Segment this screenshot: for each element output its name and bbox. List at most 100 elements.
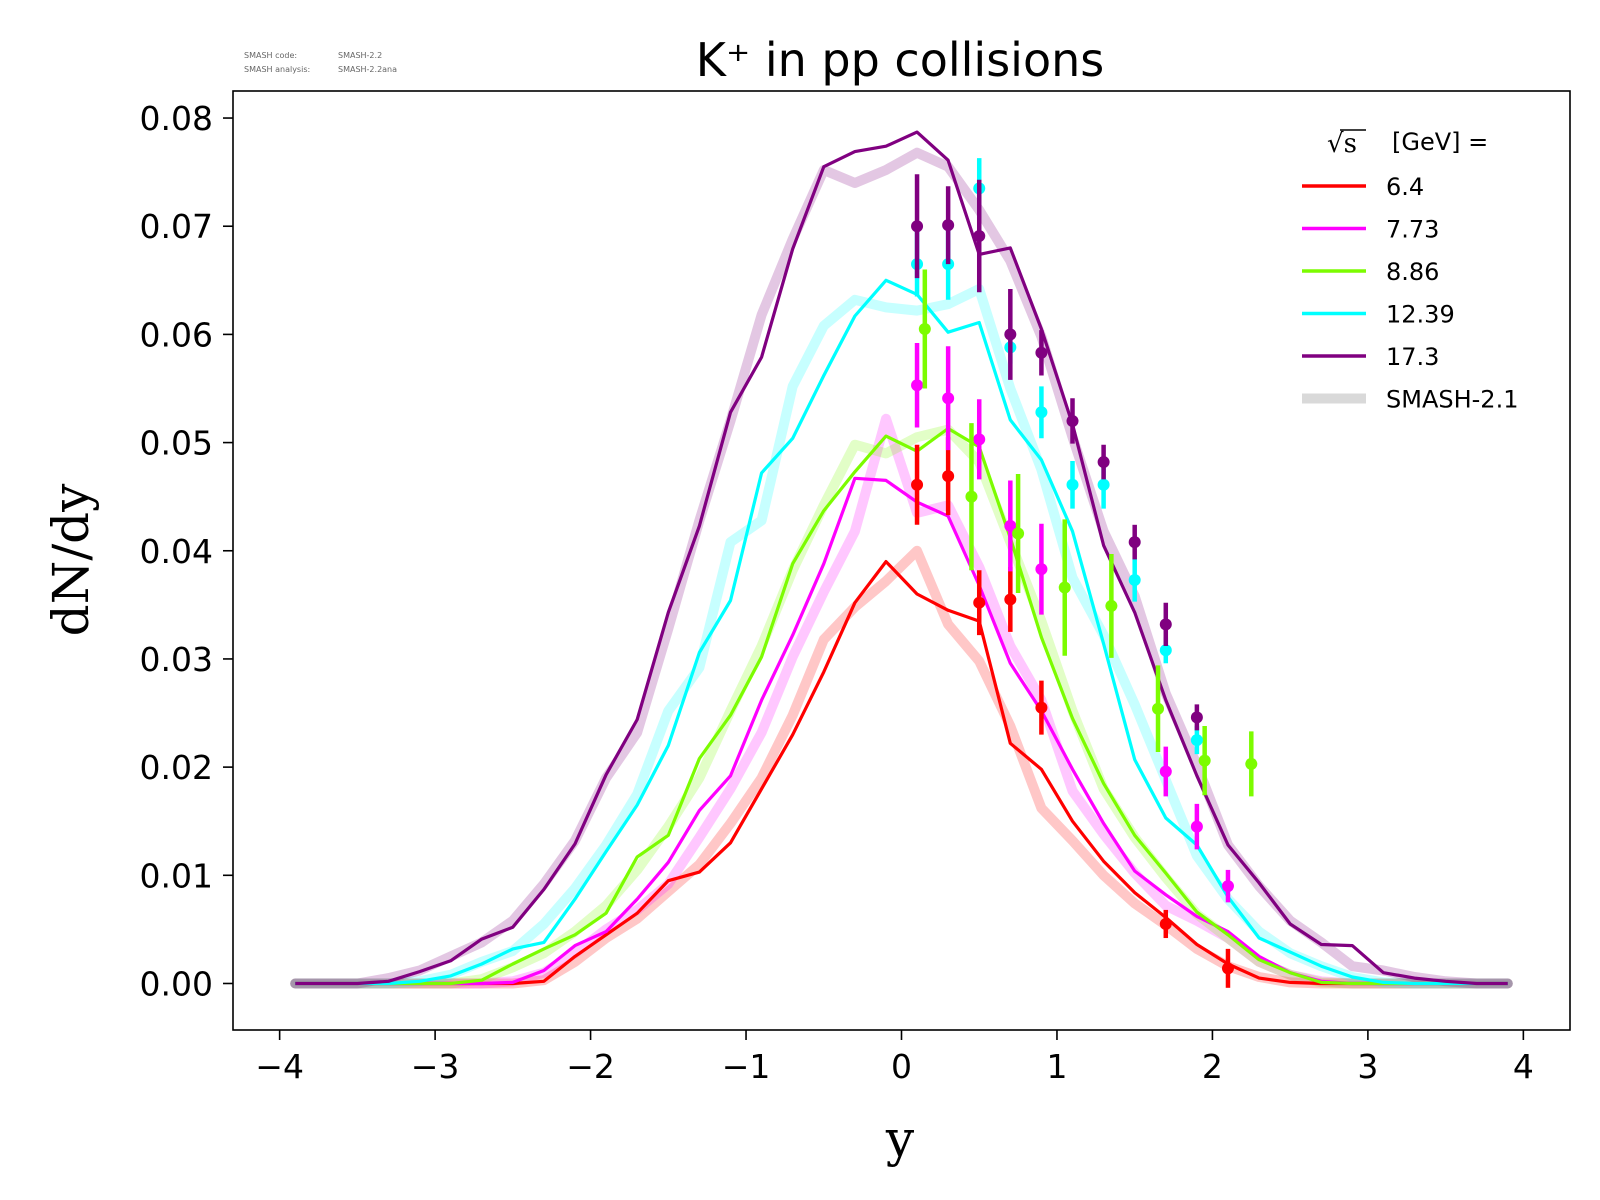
marker-17-3 (1128, 536, 1141, 549)
legend-label-17-3: 17.3 (1386, 343, 1439, 371)
watermark-code-label: SMASH code: (244, 51, 297, 60)
marker-7-73 (1190, 820, 1203, 833)
data-point-6-4 (1035, 680, 1048, 735)
data-points (911, 158, 1258, 988)
data-point-17-3 (1128, 524, 1141, 560)
data-point-6-4 (911, 444, 924, 525)
x-tick-label: 4 (1513, 1047, 1534, 1086)
x-tick-label: −3 (411, 1047, 460, 1086)
marker-17-3 (1097, 456, 1110, 469)
x-tick-label: 2 (1202, 1047, 1223, 1086)
marker-8-86 (1105, 599, 1118, 612)
data-point-6-4 (1004, 566, 1017, 632)
marker-7-73 (1159, 765, 1172, 778)
marker-6-4 (911, 478, 924, 491)
marker-7-73 (911, 379, 924, 392)
data-point-8-86 (1058, 519, 1071, 656)
marker-8-86 (1198, 754, 1211, 767)
y-axis-label: dN/dy (42, 483, 100, 637)
data-point-7-73 (1159, 746, 1172, 797)
y-tick-label: 0.01 (140, 856, 213, 895)
y-axis-ticks: 0.00 0.01 0.02 0.03 0.04 0.05 0.06 0.07 0.08 (140, 99, 233, 1003)
y-tick-label: 0.05 (140, 424, 213, 463)
legend-label-6-4: 6.4 (1386, 173, 1424, 201)
legend-entry-6-4: 6.4 (1302, 173, 1424, 201)
marker-7-73 (1221, 880, 1234, 893)
x-tick-label: −2 (566, 1047, 615, 1086)
marker-17-3 (1190, 711, 1203, 724)
marker-17-3 (1066, 414, 1079, 427)
legend-label-12-39: 12.39 (1386, 301, 1455, 329)
legend-label-8-86: 8.86 (1386, 258, 1439, 286)
data-point-12-39 (1035, 386, 1048, 439)
y-tick-label: 0.02 (140, 748, 213, 787)
legend: √s [GeV] = 6.4 7.73 8.86 12.39 17.3 SMASH-2.1 (1302, 128, 1518, 414)
chart-title: K⁺ in pp collisions (696, 33, 1104, 87)
watermark-analysis-value: SMASH-2.2ana (338, 65, 397, 74)
marker-6-4 (1035, 701, 1048, 714)
data-point-8-86 (1198, 726, 1211, 796)
marker-6-4 (1004, 593, 1017, 606)
watermark: SMASH code: SMASH-2.2 SMASH analysis: SM… (244, 51, 397, 74)
marker-17-3 (1159, 618, 1172, 631)
marker-7-73 (1035, 563, 1048, 576)
legend-title-sqrt: √s (1327, 129, 1357, 159)
marker-8-86 (965, 490, 978, 503)
data-point-12-39 (1066, 460, 1079, 509)
x-tick-label: 1 (1046, 1047, 1067, 1086)
marker-6-4 (942, 470, 955, 483)
data-point-7-73 (1035, 523, 1048, 615)
y-tick-label: 0.03 (140, 640, 213, 679)
data-point-7-73 (1221, 869, 1234, 903)
y-tick-label: 0.06 (140, 315, 213, 354)
data-point-17-3 (973, 179, 986, 293)
x-tick-label: 3 (1357, 1047, 1378, 1086)
marker-6-4 (973, 596, 986, 609)
data-point-17-3 (1035, 330, 1048, 376)
legend-label-reference: SMASH-2.1 (1386, 386, 1518, 414)
marker-8-86 (1152, 702, 1165, 715)
legend-entry-reference: SMASH-2.1 (1302, 386, 1518, 414)
legend-entry-17-3: 17.3 (1302, 343, 1439, 371)
data-point-6-4 (1159, 909, 1172, 939)
marker-12-39 (1097, 478, 1110, 491)
data-point-7-73 (942, 346, 955, 451)
data-point-7-73 (911, 343, 924, 428)
marker-7-73 (973, 433, 986, 446)
y-tick-label: 0.07 (140, 207, 213, 246)
legend-title: √s [GeV] = (1327, 128, 1488, 159)
marker-7-73 (1004, 519, 1017, 532)
y-tick-label: 0.00 (140, 964, 213, 1003)
watermark-analysis-label: SMASH analysis: (244, 65, 310, 74)
marker-12-39 (1128, 573, 1141, 586)
y-tick-label: 0.08 (140, 99, 213, 138)
x-tick-label: 0 (891, 1047, 912, 1086)
data-point-8-86 (1245, 731, 1258, 797)
legend-entries: 6.4 7.73 8.86 12.39 17.3 SMASH-2.1 (1302, 173, 1518, 414)
data-point-17-3 (942, 186, 955, 265)
marker-8-86 (918, 322, 931, 335)
data-point-17-3 (1097, 444, 1110, 480)
marker-17-3 (1004, 328, 1017, 341)
marker-6-4 (1221, 962, 1234, 975)
marker-8-86 (1058, 581, 1071, 594)
y-tick-label: 0.04 (140, 532, 213, 571)
data-point-8-86 (1105, 554, 1118, 658)
marker-12-39 (1190, 734, 1203, 747)
data-point-17-3 (1190, 704, 1203, 731)
data-point-17-3 (1066, 398, 1079, 444)
data-point-12-39 (1190, 726, 1203, 755)
marker-17-3 (911, 220, 924, 233)
x-tick-label: −4 (255, 1047, 304, 1086)
marker-12-39 (1159, 644, 1172, 657)
x-tick-label: −1 (722, 1047, 771, 1086)
data-point-6-4 (973, 570, 986, 636)
marker-12-39 (1066, 478, 1079, 491)
marker-7-73 (942, 392, 955, 405)
data-point-8-86 (965, 423, 978, 571)
x-axis-label: y (885, 1110, 915, 1168)
marker-12-39 (1035, 406, 1048, 419)
data-point-17-3 (1159, 602, 1172, 646)
